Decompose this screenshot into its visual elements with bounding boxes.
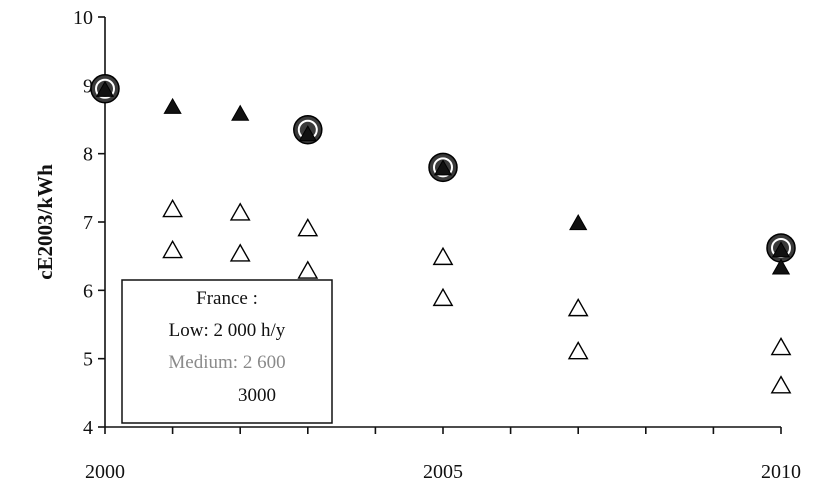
y-tick-label: 6 xyxy=(83,280,93,302)
x-tick-label: 2005 xyxy=(423,461,463,483)
data-point-open-triangle xyxy=(432,287,454,307)
y-axis-title: cE2003/kWh xyxy=(33,164,57,280)
data-point-circle-ring xyxy=(95,78,115,99)
data-point-filled-triangle xyxy=(298,125,317,142)
data-marks xyxy=(90,74,796,394)
data-point-open-triangle xyxy=(162,239,184,259)
axes: 4 5 6 7 8 9 10 2000 2005 2010 xyxy=(73,7,801,483)
legend-line-4: 3000 xyxy=(238,385,276,406)
data-point-filled-triangle xyxy=(569,213,588,231)
data-point-filled-triangle xyxy=(231,104,250,121)
data-point-circle-ring xyxy=(433,157,453,178)
y-tick-label: 10 xyxy=(73,7,93,29)
legend-box: France : Low: 2 000 h/y Medium: 2 600 30… xyxy=(121,279,333,424)
data-point-open-triangle xyxy=(567,297,589,317)
data-point-open-triangle xyxy=(770,336,792,356)
data-point-filled-triangle xyxy=(163,97,182,114)
x-tick-label: 2010 xyxy=(761,461,801,483)
legend-line-1: France : xyxy=(196,288,258,309)
data-point-open-triangle xyxy=(297,260,319,279)
data-point-filled-triangle xyxy=(95,80,115,97)
data-point-open-triangle xyxy=(567,341,589,360)
data-point-open-triangle xyxy=(432,246,454,266)
data-point-open-triangle xyxy=(770,375,792,394)
y-tick-label: 7 xyxy=(83,212,93,234)
y-tick-label: 5 xyxy=(83,349,93,371)
data-point-open-triangle xyxy=(229,202,251,221)
data-point-filled-triangle xyxy=(771,258,791,275)
y-tick-label: 8 xyxy=(83,144,93,166)
data-point-filled-triangle xyxy=(433,159,453,176)
data-point-open-triangle xyxy=(162,198,184,218)
legend-frame xyxy=(121,279,333,424)
y-tick-label: 4 xyxy=(83,417,93,439)
x-tick-label: 2000 xyxy=(85,461,125,483)
legend-line-2: Low: 2 000 h/y xyxy=(169,320,286,341)
data-point-open-triangle xyxy=(297,218,319,237)
data-point-filled-triangle xyxy=(771,241,791,258)
data-point-open-triangle xyxy=(229,243,251,262)
legend-line-3: Medium: 2 600 xyxy=(168,352,285,373)
y-tick-label: 9 xyxy=(83,75,93,97)
